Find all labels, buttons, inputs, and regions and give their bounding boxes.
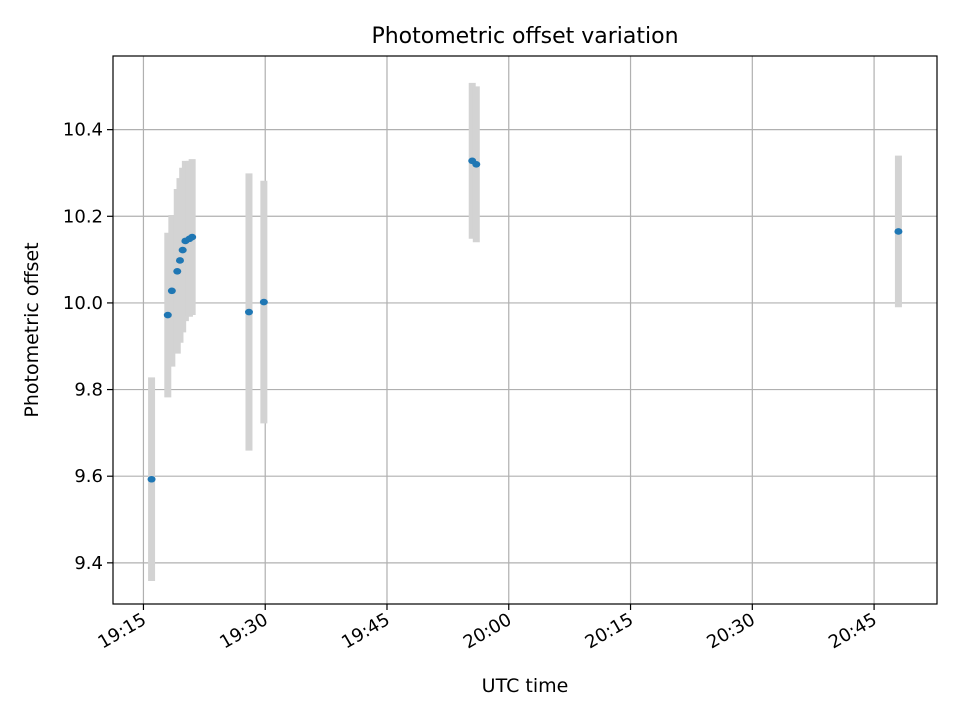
data-point: [163, 311, 172, 319]
y-tick-label: 10.4: [63, 120, 103, 141]
y-tick-label: 10.0: [63, 293, 103, 314]
data-points: [147, 157, 903, 483]
data-point: [178, 246, 187, 254]
chart-title: Photometric offset variation: [371, 24, 678, 49]
data-point: [259, 298, 268, 306]
data-point: [188, 233, 197, 241]
data-point: [244, 308, 253, 316]
data-point: [167, 287, 176, 295]
x-axis-label: UTC time: [482, 675, 569, 697]
y-tick-label: 9.8: [74, 380, 103, 401]
y-tick-label: 9.4: [74, 553, 103, 574]
y-tick-label: 9.6: [74, 466, 103, 487]
data-point: [894, 228, 903, 235]
plot-frame: [112, 55, 938, 605]
data-point: [472, 161, 481, 168]
y-tick-label: 10.2: [63, 206, 103, 227]
data-point: [147, 475, 156, 483]
y-axis-label: Photometric offset: [21, 242, 43, 417]
data-point: [173, 268, 182, 275]
data-point: [175, 257, 184, 264]
y-axis-ticks: 9.4 9.6 9.8 10.0 10.2 10.4: [63, 120, 113, 574]
